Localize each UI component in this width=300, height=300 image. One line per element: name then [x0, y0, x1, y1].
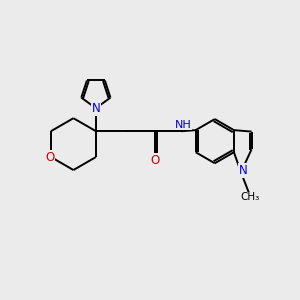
Text: O: O — [45, 151, 54, 164]
Text: O: O — [150, 154, 159, 166]
Text: NH: NH — [175, 120, 191, 130]
Text: N: N — [92, 102, 100, 115]
Text: CH₃: CH₃ — [240, 192, 260, 202]
Text: N: N — [239, 164, 248, 177]
